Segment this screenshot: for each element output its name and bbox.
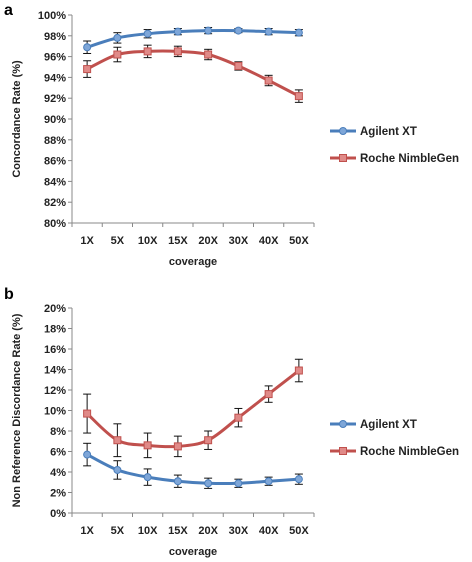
data-point: [173, 27, 182, 36]
y-tick-label: 92%: [44, 93, 66, 105]
y-tick-label: 80%: [44, 218, 66, 230]
x-tick-label: 50X: [289, 235, 309, 247]
x-tick-label: 30X: [229, 525, 249, 537]
y-tick-label: 98%: [44, 31, 66, 43]
data-point: [83, 450, 92, 459]
y-tick-label: 88%: [44, 135, 66, 147]
legend-marker: [339, 154, 347, 162]
data-point: [143, 473, 152, 482]
x-tick-label: 30X: [229, 235, 249, 247]
y-tick-label: 20%: [44, 303, 66, 315]
data-point: [113, 50, 122, 59]
y-tick-label: 90%: [44, 114, 66, 126]
x-tick-label: 1X: [80, 525, 94, 537]
series-roche-nimblegen: [83, 358, 303, 459]
data-point: [173, 477, 182, 486]
y-tick-label: 94%: [44, 72, 66, 84]
data-point: [264, 76, 273, 85]
x-tick-label: 5X: [111, 235, 125, 247]
data-point: [294, 475, 303, 484]
series-agilent-xt: [83, 442, 303, 489]
panel-label: b: [4, 286, 14, 303]
data-point: [234, 61, 243, 70]
x-tick-label: 1X: [80, 235, 94, 247]
series-agilent-xt: [83, 26, 303, 54]
x-tick-label: 15X: [168, 525, 188, 537]
x-tick-label: 40X: [259, 235, 279, 247]
legend-label: Roche NimbleGen: [360, 153, 459, 165]
y-tick-label: 8%: [50, 426, 66, 438]
data-point: [113, 465, 122, 474]
x-tick-label: 20X: [198, 525, 218, 537]
data-point: [83, 65, 92, 74]
panel-label: a: [4, 2, 13, 19]
data-point: [264, 390, 273, 399]
y-tick-label: 12%: [44, 385, 66, 397]
legend-marker: [339, 127, 347, 135]
legend-marker: [339, 420, 347, 428]
data-point: [83, 43, 92, 52]
y-axis-title: Concordance Rate (%): [11, 60, 23, 178]
y-tick-label: 96%: [44, 52, 66, 64]
data-point: [204, 26, 213, 35]
data-point: [234, 413, 243, 422]
data-point: [143, 29, 152, 38]
legend-marker: [339, 447, 347, 455]
y-tick-label: 84%: [44, 176, 66, 188]
data-point: [294, 28, 303, 37]
series-line: [86, 369, 300, 449]
data-point: [143, 441, 152, 450]
data-point: [173, 442, 182, 451]
y-tick-label: 86%: [44, 156, 66, 168]
chart-panel-a: a 80% 82% 84% 86% 88% 90% 92% 94% 96% 98% 100% 1X 5X 1…: [4, 2, 459, 268]
data-point: [143, 47, 152, 56]
data-point: [173, 47, 182, 56]
series-roche-nimblegen: [83, 44, 303, 103]
x-tick-label: 10X: [138, 525, 158, 537]
y-tick-label: 16%: [44, 344, 66, 356]
data-point: [294, 366, 303, 375]
data-point: [113, 33, 122, 42]
x-axis-title: coverage: [169, 256, 217, 268]
data-point: [204, 436, 213, 445]
y-tick-label: 18%: [44, 324, 66, 336]
y-axis-title: Non Reference Discordance Rate (%): [11, 313, 23, 507]
x-tick-label: 20X: [198, 235, 218, 247]
y-tick-label: 100%: [38, 10, 66, 22]
legend-item: Roche NimbleGen: [330, 446, 459, 458]
y-tick-label: 6%: [50, 447, 66, 459]
chart-panel-b: b 0% 2% 4% 6% 8% 10% 12% 14% 16% 18% 20% 1X 5X 10X 15X 2…: [4, 286, 459, 558]
y-tick-label: 82%: [44, 197, 66, 209]
x-axis-title: coverage: [169, 546, 217, 558]
legend-label: Roche NimbleGen: [360, 446, 459, 458]
data-point: [204, 479, 213, 488]
data-point: [234, 26, 243, 35]
y-tick-label: 14%: [44, 365, 66, 377]
x-tick-label: 10X: [138, 235, 158, 247]
data-point: [294, 92, 303, 101]
y-tick-label: 10%: [44, 406, 66, 418]
y-tick-label: 0%: [50, 508, 66, 520]
data-point: [204, 50, 213, 59]
y-tick-label: 2%: [50, 488, 66, 500]
data-point: [264, 27, 273, 36]
legend-item: Agilent XT: [330, 126, 417, 138]
x-tick-label: 50X: [289, 525, 309, 537]
data-point: [113, 436, 122, 445]
x-tick-label: 15X: [168, 235, 188, 247]
x-tick-label: 40X: [259, 525, 279, 537]
data-point: [234, 479, 243, 488]
legend-item: Agilent XT: [330, 419, 417, 431]
x-tick-label: 5X: [111, 525, 125, 537]
y-tick-label: 4%: [50, 467, 66, 479]
data-point: [83, 409, 92, 418]
legend-item: Roche NimbleGen: [330, 153, 459, 165]
legend-label: Agilent XT: [360, 419, 417, 431]
legend-label: Agilent XT: [360, 126, 417, 138]
data-point: [264, 477, 273, 486]
